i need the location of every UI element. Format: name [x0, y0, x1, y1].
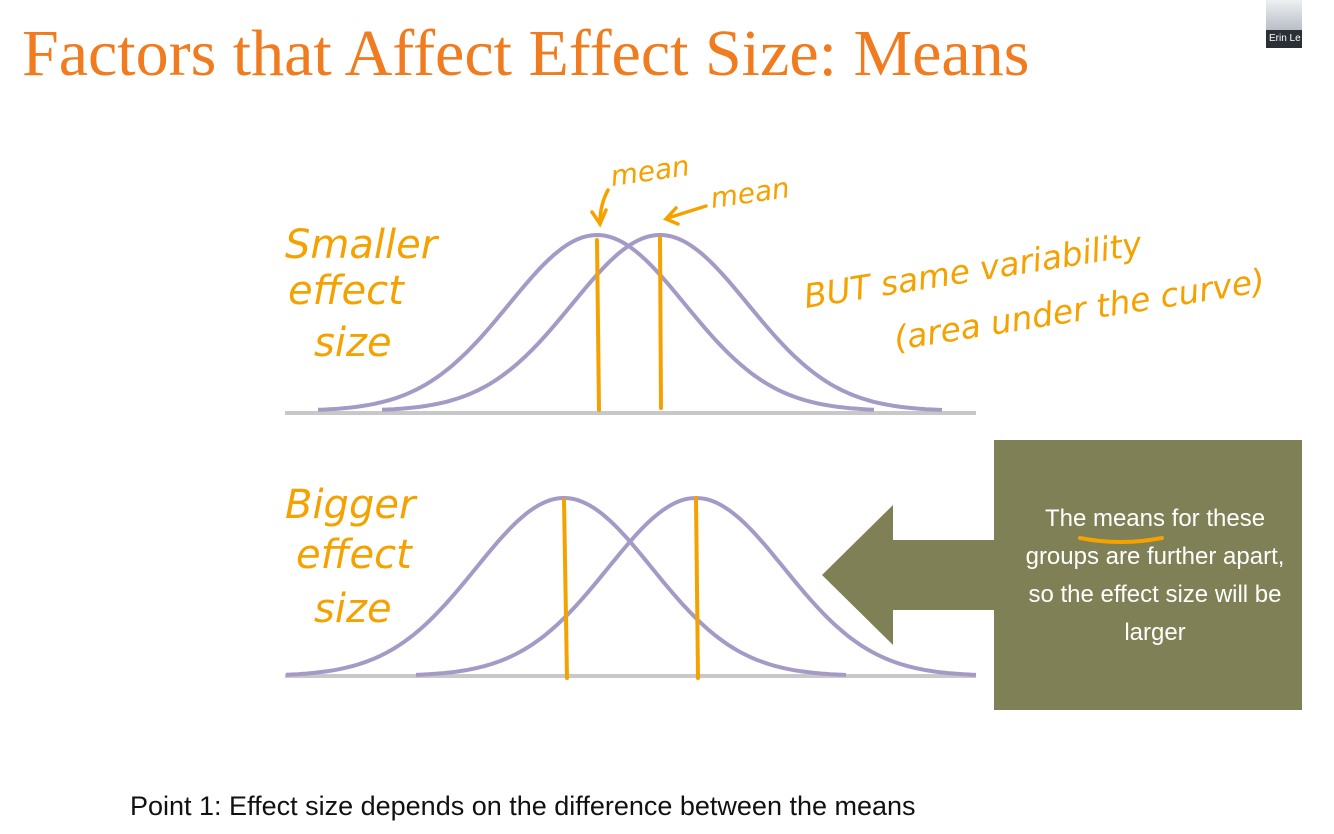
callout-text: The means for these groups are further a…	[1025, 505, 1285, 646]
participant-camera-feed	[1266, 0, 1302, 30]
bottom-curve-left	[285, 496, 847, 677]
slide-title: Factors that Affect Effect Size: Means	[22, 17, 1030, 90]
means-underline	[1078, 536, 1164, 544]
top-mean-line-left	[595, 238, 601, 412]
callout-arrow-icon	[822, 505, 994, 645]
mean-arrow-left-icon	[590, 188, 610, 228]
smaller-label-line-3: size	[314, 320, 392, 366]
callout-box	[994, 440, 1302, 710]
top-curve-left	[317, 232, 875, 412]
smaller-label-line-2: effect	[288, 268, 405, 314]
slide-footer: Point 1: Effect size depends on the diff…	[130, 791, 916, 821]
bigger-label-line-2: effect	[296, 532, 413, 578]
top-mean-line-right	[658, 236, 663, 410]
bigger-label-line-3: size	[314, 586, 392, 632]
bottom-mean-line-right	[694, 496, 700, 680]
participant-name: Erin Le	[1266, 30, 1302, 48]
top-curve-right	[381, 233, 943, 412]
mean-arrow-right-icon	[663, 204, 708, 226]
smaller-label-line-1: Smaller	[285, 222, 440, 268]
bottom-mean-line-left	[562, 498, 569, 680]
participant-video-thumbnail[interactable]: Erin Le	[1266, 0, 1302, 48]
bigger-label-line-1: Bigger	[285, 482, 418, 528]
